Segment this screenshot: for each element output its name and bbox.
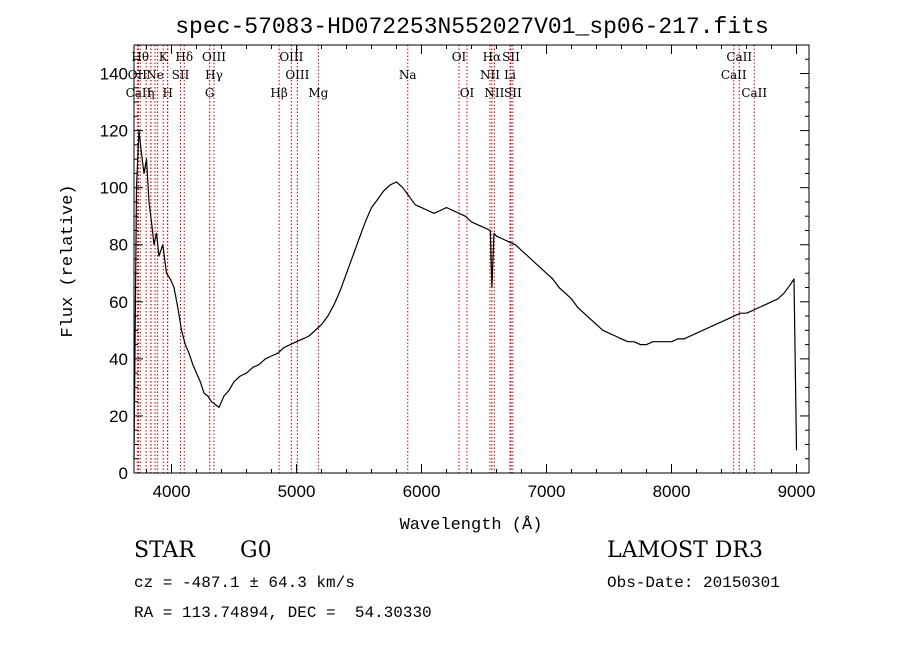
x-tick-label: 6000 — [403, 482, 441, 501]
y-tick-label: 120 — [100, 122, 128, 141]
line-marker-label-31: CaII — [741, 86, 767, 100]
line-marker-label-26: Hβ — [270, 86, 287, 100]
line-marker-label-7: OIII — [202, 50, 226, 64]
x-tick-label: 8000 — [653, 482, 691, 501]
line-marker-label-13: OII — [128, 68, 148, 82]
line-marker-label-9: OI — [452, 50, 467, 64]
y-tick-label: 140 — [100, 65, 128, 84]
line-marker-label-30: SII — [504, 86, 522, 100]
object-class: STAR — [134, 538, 195, 563]
line-marker-label-18: Na — [399, 68, 417, 82]
observation-date: Obs-Date: 20150301 — [607, 574, 780, 592]
spectrum-line — [133, 130, 798, 459]
x-tick-label: 5000 — [278, 482, 316, 501]
line-marker-label-19: NII — [480, 68, 500, 82]
redshift-readout: cz = -487.1 ± 64.3 km/s — [134, 574, 355, 592]
x-axis-label: Wavelength (Å) — [400, 516, 543, 535]
survey-name: LAMOST DR3 — [607, 538, 763, 563]
line-marker-label-28: OI — [460, 86, 475, 100]
y-tick-label: 40 — [109, 350, 128, 369]
y-axis-ticks: 0 20 40 60 80 100 120 140 — [100, 58, 809, 483]
y-tick-label: 0 — [119, 464, 128, 483]
line-marker-label-27: Mg — [308, 86, 328, 100]
emission-line-markers — [136, 45, 755, 473]
line-marker-label-10: Hα — [483, 50, 502, 64]
plot-frame — [133, 44, 810, 474]
object-subclass: G0 — [240, 538, 272, 563]
x-tick-label: 4000 — [153, 482, 191, 501]
line-marker-label-0: Hθ — [131, 50, 149, 64]
line-marker-label-24: H — [163, 86, 173, 100]
y-tick-label: 100 — [100, 179, 128, 198]
y-tick-label: 20 — [109, 407, 128, 426]
line-marker-label-22: CaII — [126, 86, 152, 100]
x-tick-label: 9000 — [778, 482, 816, 501]
y-tick-label: 60 — [109, 293, 128, 312]
line-marker-label-6: Hδ — [175, 50, 193, 64]
line-marker-label-21: CaII — [721, 68, 747, 82]
line-marker-label-20: Li — [504, 68, 516, 82]
line-marker-label-4: K — [159, 50, 169, 64]
line-marker-label-11: SII — [502, 50, 520, 64]
line-marker-label-12: CaII — [726, 50, 752, 64]
chart-title: spec-57083-HD072253N552027V01_sp06-217.f… — [175, 14, 769, 40]
line-marker-label-17: OIII — [285, 68, 309, 82]
line-marker-label-29: NII — [484, 86, 504, 100]
line-marker-label-15: SII — [172, 68, 190, 82]
line-marker-label-14: Ne — [146, 68, 164, 82]
line-marker-label-25: G — [205, 86, 215, 100]
line-marker-label-8: OIII — [279, 50, 303, 64]
y-axis-label: Flux (relative) — [59, 184, 78, 337]
line-marker-label-16: Hγ — [205, 68, 223, 82]
y-tick-label: 80 — [109, 236, 128, 255]
line-marker-label-23: η — [147, 86, 154, 100]
x-tick-label: 7000 — [528, 482, 566, 501]
x-axis-ticks: 4000 5000 6000 7000 8000 9000 — [146, 45, 816, 501]
coordinates-readout: RA = 113.74894, DEC = 54.30330 — [134, 604, 432, 622]
